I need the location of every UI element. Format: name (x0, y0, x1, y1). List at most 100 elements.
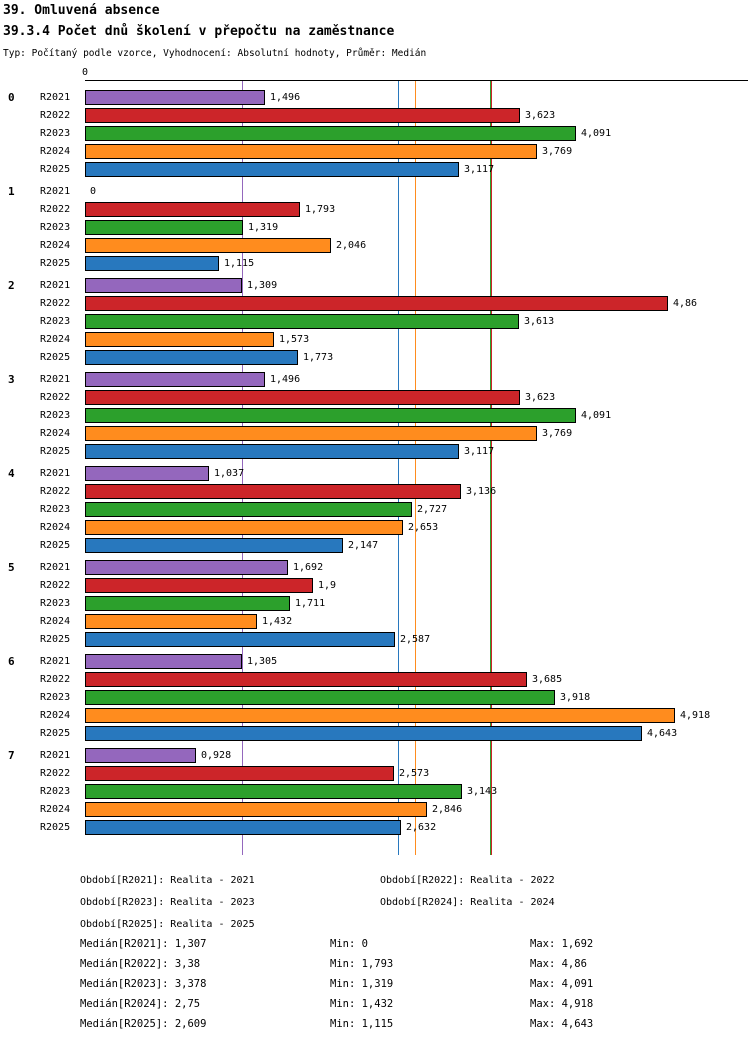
stats-block: Medián[R2021]: 1,307 Min: 0 Max: 1,692 M… (80, 938, 593, 1030)
chart-plot: 0 0 R2021 1,496 R2022 3,623 R2023 4,091 R2024 3,… (0, 67, 750, 872)
group-label (0, 238, 40, 253)
bar-r2022 (85, 390, 520, 405)
bar-track: 4,86 (85, 296, 750, 311)
bar-row: 2 R2021 1,309 (0, 278, 750, 293)
group-label (0, 220, 40, 235)
group-label (0, 538, 40, 553)
bar-row: R2022 2,573 (0, 766, 750, 781)
bar-r2021 (85, 466, 209, 481)
bar-r2022 (85, 484, 461, 499)
series-label: R2021 (40, 562, 71, 573)
series-label: R2025 (40, 822, 71, 833)
group-label (0, 766, 40, 781)
bar-value-label: 3,143 (467, 786, 498, 797)
bar-row: R2022 3,623 (0, 108, 750, 123)
bar-r2024 (85, 802, 427, 817)
legend-item-r2021: Období[R2021]: Realita - 2021 (80, 875, 255, 886)
group-label (0, 296, 40, 311)
group-label (0, 632, 40, 647)
bar-r2023 (85, 408, 576, 423)
bar-track: 0,928 (85, 748, 750, 763)
bar-value-label: 2,573 (399, 768, 430, 779)
bar-value-label: 2,846 (432, 804, 463, 815)
series-label: R2021 (40, 468, 71, 479)
series-label: R2025 (40, 634, 71, 645)
bar-row: R2024 3,769 (0, 426, 750, 441)
series-label: R2023 (40, 222, 71, 233)
group-label (0, 690, 40, 705)
bar-row: R2024 2,046 (0, 238, 750, 253)
bar-value-label: 1,309 (247, 280, 278, 291)
group-label (0, 802, 40, 817)
bar-row: R2022 3,136 (0, 484, 750, 499)
stat-min-r2023: Min: 1,319 (330, 978, 394, 990)
bar-r2024 (85, 520, 403, 535)
group-label (0, 144, 40, 159)
bar-track: 1,692 (85, 560, 750, 575)
series-label: R2024 (40, 804, 71, 815)
median-lines-layer (0, 80, 750, 872)
bar-value-label: 1,305 (247, 656, 278, 667)
stat-min-r2024: Min: 1,432 (330, 998, 394, 1010)
bar-track: 2,632 (85, 820, 750, 835)
stat-max-r2024: Max: 4,918 (530, 998, 594, 1010)
bar-track: 3,117 (85, 444, 750, 459)
bar-r2023 (85, 126, 576, 141)
group-label (0, 314, 40, 329)
bar-value-label: 3,117 (464, 164, 495, 175)
bar-r2021 (85, 748, 196, 763)
series-label: R2023 (40, 128, 71, 139)
bar-track: 1,496 (85, 372, 750, 387)
series-label: R2022 (40, 674, 71, 685)
bar-track: 2,653 (85, 520, 750, 535)
stat-min-r2021: Min: 0 (330, 938, 368, 950)
series-label: R2024 (40, 710, 71, 721)
bar-row: R2023 4,091 (0, 126, 750, 141)
bar-r2021 (85, 560, 288, 575)
bar-r2025 (85, 726, 642, 741)
group-label: 2 (8, 279, 15, 292)
series-label: R2023 (40, 692, 71, 703)
bar-group-4: 4 R2021 1,037 R2022 3,136 R2023 2,727 R2024 2,65… (0, 466, 750, 553)
bar-value-label: 2,632 (406, 822, 437, 833)
bar-track: 4,091 (85, 408, 750, 423)
stat-min-r2022: Min: 1,793 (330, 958, 394, 970)
stat-max-r2025: Max: 4,643 (530, 1018, 594, 1030)
bar-track: 4,091 (85, 126, 750, 141)
series-label: R2024 (40, 240, 71, 251)
bar-value-label: 3,769 (542, 428, 573, 439)
bar-group-3: 3 R2021 1,496 R2022 3,623 R2023 4,091 R2024 3,76… (0, 372, 750, 459)
bar-r2025 (85, 820, 401, 835)
bar-value-label: 4,918 (680, 710, 711, 721)
bar-value-label: 2,147 (348, 540, 379, 551)
stat-max-r2023: Max: 4,091 (530, 978, 594, 990)
x-axis-origin-label: 0 (82, 67, 89, 78)
series-label: R2021 (40, 280, 71, 291)
bar-groups: 0 R2021 1,496 R2022 3,623 R2023 4,091 R2024 3,76… (0, 80, 750, 835)
bar-value-label: 2,727 (417, 504, 448, 515)
bar-track: 3,623 (85, 108, 750, 123)
median-line-r2022 (491, 81, 492, 855)
bar-r2024 (85, 708, 675, 723)
bar-r2024 (85, 238, 331, 253)
bar-value-label: 4,643 (647, 728, 678, 739)
group-label (0, 126, 40, 141)
bar-r2025 (85, 256, 219, 271)
series-label: R2025 (40, 258, 71, 269)
bar-track: 1,573 (85, 332, 750, 347)
series-label: R2024 (40, 146, 71, 157)
bar-row: 6 R2021 1,305 (0, 654, 750, 669)
group-label (0, 614, 40, 629)
stat-min-r2025: Min: 1,115 (330, 1018, 394, 1030)
group-label (0, 426, 40, 441)
bar-row: 1 R2021 0 (0, 184, 750, 199)
bar-row: R2023 3,613 (0, 314, 750, 329)
group-label (0, 672, 40, 687)
bar-track: 1,319 (85, 220, 750, 235)
series-label: R2024 (40, 334, 71, 345)
bar-track: 1,496 (85, 90, 750, 105)
bar-row: R2024 2,846 (0, 802, 750, 817)
bar-group-5: 5 R2021 1,692 R2022 1,9 R2023 1,711 R2024 1,432 R… (0, 560, 750, 647)
bar-row: R2022 1,793 (0, 202, 750, 217)
bar-track: 1,115 (85, 256, 750, 271)
